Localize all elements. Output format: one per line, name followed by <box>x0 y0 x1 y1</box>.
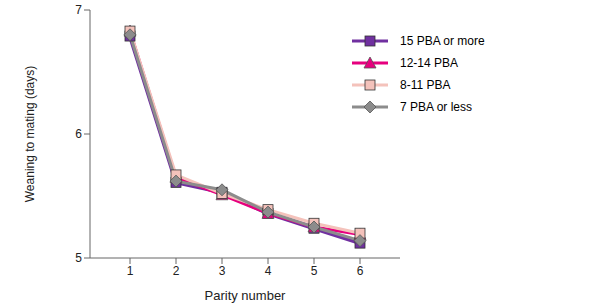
svg-text:2: 2 <box>173 264 180 278</box>
html-text:12-14 PBA: 12-14 PBA <box>400 56 458 70</box>
svg-text:Parity number: Parity number <box>205 288 287 303</box>
svg-text:1: 1 <box>127 264 134 278</box>
svg-text:5: 5 <box>311 264 318 278</box>
html-text:7 PBA or less: 7 PBA or less <box>400 100 472 114</box>
html-text:8-11 PBA: 8-11 PBA <box>400 78 451 92</box>
svg-text:Weaning to mating (days): Weaning to mating (days) <box>23 66 37 203</box>
svg-text:6: 6 <box>75 127 82 141</box>
svg-text:5: 5 <box>75 251 82 265</box>
svg-text:6: 6 <box>357 264 364 278</box>
html-text:15 PBA or more: 15 PBA or more <box>400 34 485 48</box>
svg-text:7: 7 <box>75 3 82 17</box>
svg-text:3: 3 <box>219 264 226 278</box>
svg-text:4: 4 <box>265 264 272 278</box>
